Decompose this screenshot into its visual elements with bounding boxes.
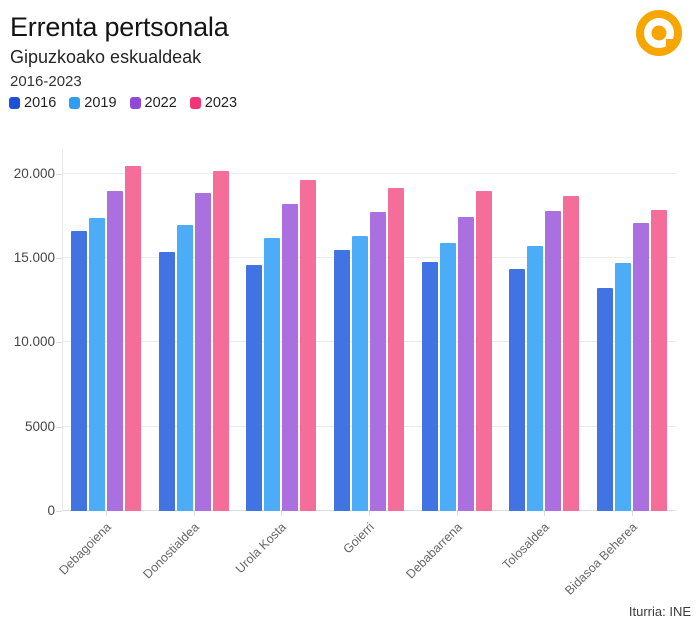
bar-2016-Debagoiena: [71, 231, 87, 511]
chart-period: 2016-2023: [10, 73, 82, 90]
chart-subtitle: Gipuzkoako eskualdeak: [10, 47, 202, 67]
y-tick-label-5000: 5000: [24, 419, 55, 434]
gridline-10.000: [62, 341, 676, 342]
y-axis-labels: 0 5000 10.000 15.000 20.000: [0, 150, 55, 518]
bar-2022-Debagoiena: [107, 191, 123, 511]
legend-swatch-2019: [69, 97, 81, 109]
y-tick-mark: [56, 342, 62, 343]
bar-2023-Tolosaldea: [563, 196, 579, 511]
x-tick-mark: [544, 511, 545, 516]
y-tick-label-10.000: 10.000: [13, 334, 55, 349]
gridline-0: [62, 510, 676, 511]
bar-2022-Donostialdea: [195, 193, 211, 511]
bar-2019-Urola Kosta: [264, 238, 280, 511]
gridline-20.000: [62, 173, 676, 174]
legend-item-2022: 2022: [129, 95, 177, 111]
legend-label-2022: 2022: [144, 95, 177, 111]
legend-item-2023: 2023: [189, 95, 238, 111]
y-tick-mark: [56, 258, 62, 259]
y-axis-line: [62, 150, 63, 511]
y-tick-label-20.000: 20.000: [13, 166, 55, 181]
bar-2022-Urola Kosta: [282, 204, 298, 511]
bar-2019-Goierri: [352, 236, 368, 511]
legend-label-2016: 2016: [24, 95, 57, 111]
legend-item-2016: 2016: [9, 95, 56, 111]
x-tick-mark: [281, 511, 282, 516]
bar-2019-Debabarrena: [440, 243, 456, 511]
y-tick-label-15.000: 15.000: [13, 250, 55, 265]
y-tick-mark: [56, 427, 62, 428]
bar-2016-Tolosaldea: [509, 269, 525, 511]
bar-2019-Debagoiena: [89, 218, 105, 511]
x-tick-mark: [457, 511, 458, 516]
bar-2022-Tolosaldea: [545, 211, 561, 511]
legend-swatch-2022: [129, 97, 141, 109]
bar-2019-Tolosaldea: [527, 246, 543, 511]
bar-2019-Donostialdea: [177, 225, 193, 511]
y-tick-mark: [56, 174, 62, 175]
bar-2022-Goierri: [370, 212, 386, 511]
bar-2023-Urola Kosta: [300, 180, 316, 511]
legend-swatch-2023: [189, 97, 201, 109]
bar-2016-Urola Kosta: [246, 265, 262, 511]
x-tick-mark: [194, 511, 195, 516]
bar-2022-Debabarrena: [458, 217, 474, 511]
bar-2023-Bidasoa Beherea: [651, 210, 667, 511]
legend-swatch-2016: [9, 97, 20, 109]
logo-tail: [666, 39, 678, 47]
bar-2023-Donostialdea: [213, 171, 229, 511]
bar-2022-Bidasoa Beherea: [633, 223, 649, 511]
logo-center-dot: [651, 25, 667, 41]
bar-2023-Goierri: [388, 188, 404, 511]
bar-2019-Bidasoa Beherea: [615, 263, 631, 511]
bar-2016-Donostialdea: [159, 252, 175, 511]
bar-2016-Debabarrena: [422, 262, 438, 511]
x-tick-mark: [632, 511, 633, 516]
page-title: Errenta pertsonala: [10, 12, 229, 42]
gridline-5000: [62, 426, 676, 427]
x-tick-mark: [369, 511, 370, 516]
bar-2023-Debabarrena: [476, 191, 492, 511]
legend-item-2019: 2019: [69, 95, 117, 111]
bar-chart-plot-area: [62, 150, 676, 511]
bar-2016-Bidasoa Beherea: [597, 288, 613, 511]
legend: 2016 2019 2022 2023: [9, 95, 237, 111]
source-note: Iturria: INE: [628, 604, 691, 619]
bar-2023-Debagoiena: [125, 166, 141, 511]
y-tick-label-0: 0: [47, 503, 55, 518]
y-tick-mark: [56, 511, 62, 512]
bar-2016-Goierri: [334, 250, 350, 511]
brand-a-logo-icon[interactable]: [636, 10, 682, 56]
legend-label-2019: 2019: [84, 95, 117, 111]
legend-label-2023: 2023: [204, 95, 238, 111]
gridline-15.000: [62, 257, 676, 258]
x-tick-mark: [106, 511, 107, 516]
